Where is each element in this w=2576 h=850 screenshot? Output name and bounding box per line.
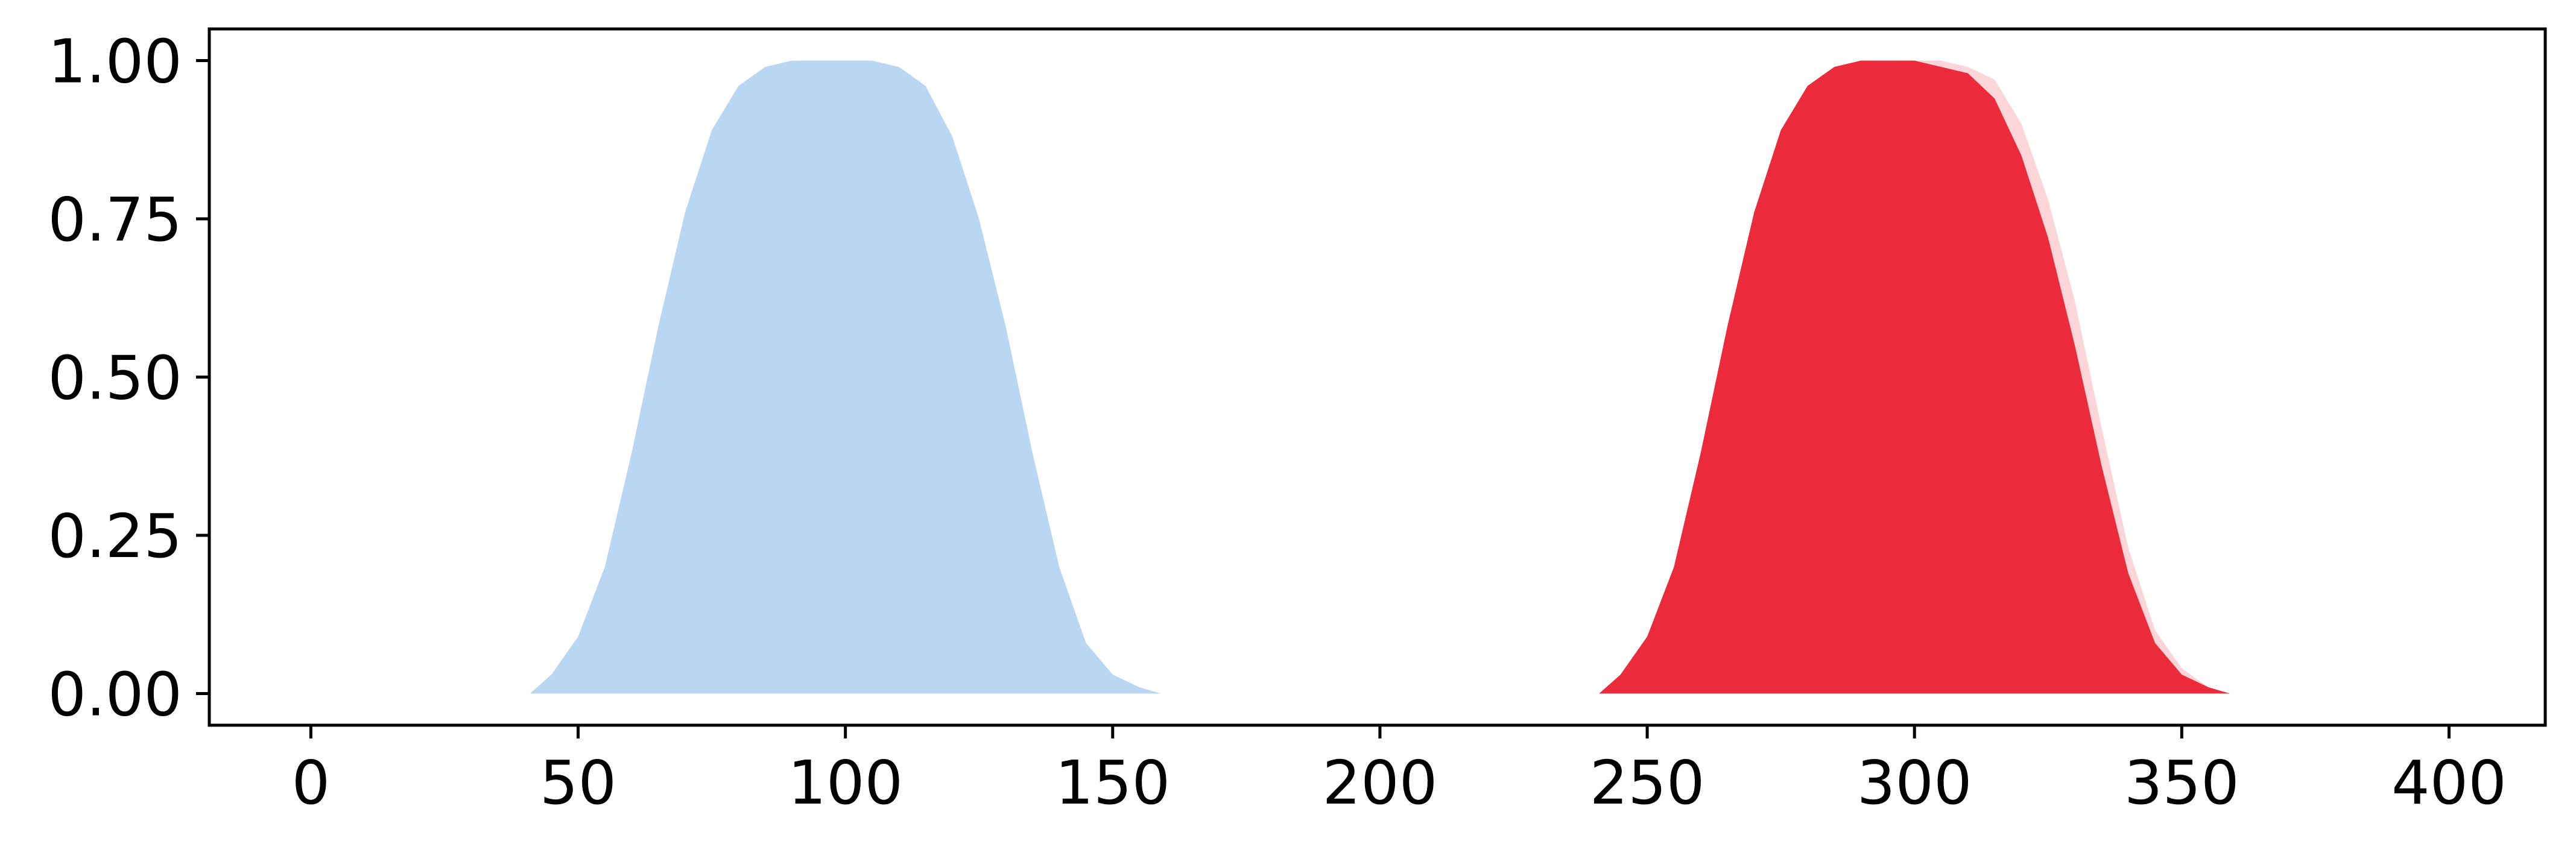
x-tick-label: 350 xyxy=(2124,748,2239,818)
x-tick-label: 400 xyxy=(2391,748,2507,818)
y-tick-label: 1.00 xyxy=(48,27,182,97)
y-tick-label: 0.50 xyxy=(48,343,182,414)
x-tick-label: 250 xyxy=(1590,748,1705,818)
x-tick-label: 200 xyxy=(1322,748,1437,818)
area-series-0 xyxy=(530,60,1161,694)
plot-frame xyxy=(207,27,2547,727)
x-axis: 0 50 100 150 200 250 300 350 400 xyxy=(292,725,2507,818)
y-tick-label: 0.00 xyxy=(48,660,182,730)
x-tick-label: 300 xyxy=(1857,748,1972,818)
y-tick-label: 0.25 xyxy=(48,501,182,571)
y-tick-label: 0.75 xyxy=(48,184,182,255)
x-tick-label: 150 xyxy=(1055,748,1170,818)
plot-area xyxy=(530,60,2230,694)
area-series-2 xyxy=(1599,60,2230,694)
x-tick-label: 0 xyxy=(292,748,331,818)
x-tick-label: 50 xyxy=(540,748,616,818)
x-tick-label: 100 xyxy=(788,748,903,818)
y-axis: 0.00 0.25 0.50 0.75 1.00 xyxy=(48,27,209,730)
